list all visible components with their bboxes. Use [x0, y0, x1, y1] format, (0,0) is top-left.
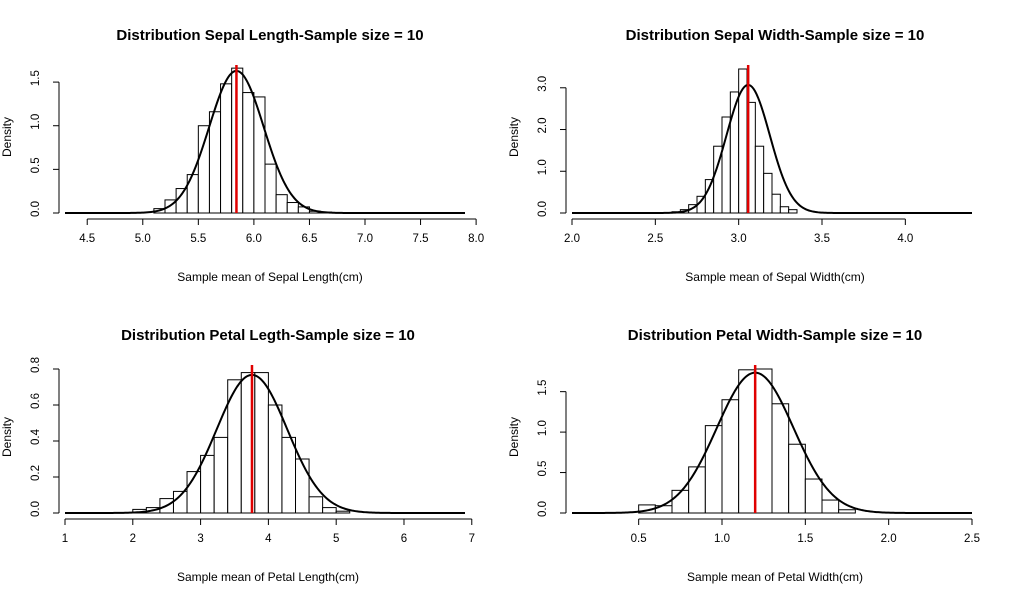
- histogram-bar: [788, 443, 806, 514]
- histogram-bar: [220, 83, 233, 214]
- histogram-bar: [721, 116, 731, 214]
- y-tick-label: 0.5: [30, 157, 42, 173]
- x-tick-label: 7.0: [357, 233, 373, 245]
- y-axis-label: Density: [507, 117, 521, 157]
- histogram-bar: [308, 496, 324, 514]
- x-tick-label: 4.0: [897, 233, 913, 245]
- x-tick-label: 5.5: [190, 233, 206, 245]
- x-tick-label: 6: [401, 533, 407, 545]
- chart-title: Distribution Sepal Length-Sample size = …: [116, 27, 423, 44]
- histogram-bar: [286, 202, 299, 214]
- x-tick-label: 8.0: [468, 233, 484, 245]
- histogram-bar: [295, 458, 310, 514]
- y-tick-label: 1.5: [30, 70, 42, 86]
- histogram-bar: [335, 510, 351, 514]
- chart-panel-2: Distribution Sepal Width-Sample size = 1…: [507, 27, 972, 284]
- histogram-bar: [704, 425, 723, 514]
- histogram-bar: [322, 507, 337, 514]
- y-tick-label: 3.0: [537, 76, 549, 92]
- x-tick-label: 7.5: [413, 233, 429, 245]
- y-tick-label: 0.2: [30, 465, 42, 481]
- histogram-bar: [208, 111, 222, 214]
- chart-panel-4: Distribution Petal Width-Sample size = 1…: [507, 327, 980, 584]
- y-tick-label: 1.5: [537, 380, 549, 396]
- histogram-bar: [688, 466, 706, 514]
- y-axis-label: Density: [507, 417, 521, 457]
- density-curve: [572, 371, 972, 514]
- x-tick-label: 1.0: [714, 533, 730, 545]
- x-tick-label: 2: [130, 533, 136, 545]
- x-tick-label: 0.5: [631, 533, 647, 545]
- x-tick-label: 6.0: [246, 233, 262, 245]
- y-tick-label: 1.0: [537, 420, 549, 436]
- x-axis-label: Sample mean of Petal Width(cm): [687, 570, 863, 584]
- histogram-bar: [721, 399, 740, 514]
- y-tick-label: 1.0: [537, 159, 549, 175]
- chart-title: Distribution Petal Legth-Sample size = 1…: [121, 327, 415, 344]
- histogram-bar: [838, 509, 856, 514]
- histogram-bar: [754, 145, 765, 214]
- x-tick-label: 2.0: [564, 233, 580, 245]
- y-tick-label: 0.8: [30, 357, 42, 373]
- histogram-bar: [771, 403, 790, 514]
- y-axis-label: Density: [0, 417, 14, 457]
- x-tick-label: 7: [469, 533, 475, 545]
- histogram-bar: [264, 163, 277, 214]
- histogram-bar: [754, 368, 773, 514]
- histogram-bar: [771, 193, 781, 214]
- density-curve: [65, 69, 465, 214]
- y-tick-label: 0.0: [30, 201, 42, 217]
- histogram-bar: [175, 188, 188, 214]
- y-tick-label: 0.4: [30, 428, 42, 445]
- histogram-bar: [821, 499, 840, 514]
- x-tick-label: 2.0: [881, 533, 897, 545]
- chart-panel-1: Distribution Sepal Length-Sample size = …: [0, 27, 484, 284]
- histogram-bar: [779, 206, 790, 214]
- density-curve: [572, 83, 972, 214]
- histogram-bar: [275, 194, 288, 214]
- histogram-bar: [763, 172, 773, 214]
- histogram-bar: [738, 369, 756, 514]
- histogram-bar: [254, 372, 269, 514]
- x-tick-label: 4.5: [79, 233, 95, 245]
- x-tick-label: 2.5: [964, 533, 980, 545]
- density-curve: [65, 373, 465, 514]
- histogram-bar: [197, 125, 210, 214]
- y-tick-label: 0.0: [30, 501, 42, 517]
- chart-title: Distribution Sepal Width-Sample size = 1…: [626, 27, 925, 44]
- x-tick-label: 5: [333, 533, 339, 545]
- y-tick-label: 0.6: [30, 393, 42, 409]
- y-tick-label: 1.0: [30, 114, 42, 130]
- y-tick-label: 0.0: [537, 501, 549, 517]
- histogram-bar: [253, 96, 266, 214]
- histogram-bar: [788, 209, 798, 214]
- y-tick-label: 2.0: [537, 118, 549, 134]
- x-axis-label: Sample mean of Sepal Width(cm): [685, 270, 864, 284]
- y-tick-label: 0.5: [537, 461, 549, 477]
- x-tick-label: 5.0: [135, 233, 151, 245]
- x-tick-label: 4: [265, 533, 272, 545]
- histogram-bar: [671, 489, 690, 514]
- histogram-bar: [804, 478, 823, 514]
- y-axis-label: Density: [0, 117, 14, 157]
- x-tick-label: 6.5: [301, 233, 317, 245]
- chart-title: Distribution Petal Width-Sample size = 1…: [628, 327, 923, 344]
- x-tick-label: 1.5: [797, 533, 813, 545]
- x-axis-label: Sample mean of Petal Length(cm): [177, 570, 359, 584]
- x-axis-label: Sample mean of Sepal Length(cm): [177, 270, 362, 284]
- histogram-bar: [213, 436, 229, 514]
- y-tick-label: 0.0: [537, 201, 549, 217]
- x-tick-label: 3.5: [814, 233, 830, 245]
- histogram-bar: [267, 404, 283, 514]
- histogram-bar: [242, 92, 255, 214]
- histogram-bar: [200, 454, 215, 514]
- chart-panel-3: Distribution Petal Legth-Sample size = 1…: [0, 327, 475, 584]
- x-tick-label: 2.5: [647, 233, 663, 245]
- x-tick-label: 3.0: [731, 233, 747, 245]
- x-tick-label: 3: [197, 533, 203, 545]
- x-tick-label: 1: [62, 533, 68, 545]
- histogram-bar: [281, 436, 297, 514]
